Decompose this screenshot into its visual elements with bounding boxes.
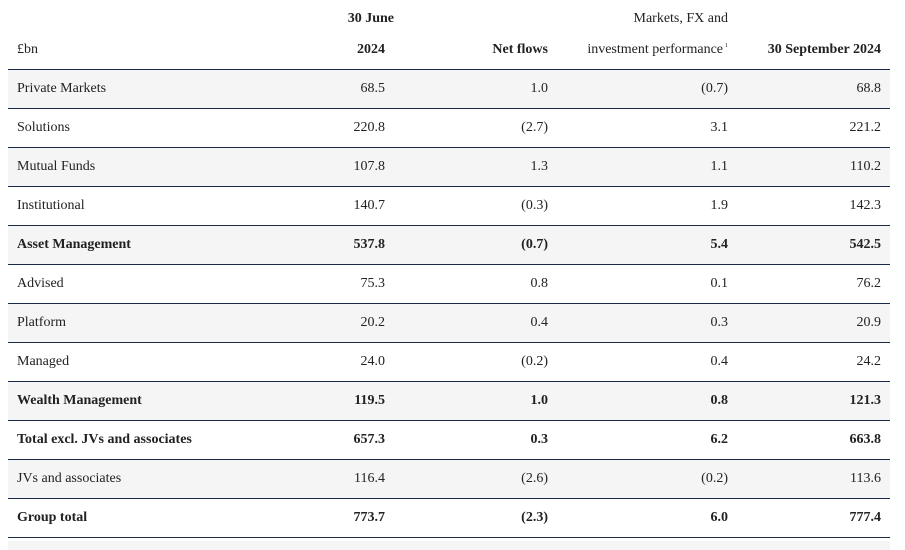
header-row-2: £bn 2024 Net flows investment performanc… (8, 35, 890, 70)
header-markets-performance-text: investment performance (587, 42, 723, 57)
cell-closing: 142.3 (737, 186, 890, 226)
cell-markets-performance: 0.3 (557, 303, 737, 343)
header-markets-performance: investment performance 1 (557, 35, 737, 70)
row-label: JVs and associates (8, 459, 288, 499)
cell-net-flows: (2.6) (394, 459, 557, 499)
table-row: Mutual Funds 107.8 1.3 1.1 110.2 (8, 147, 890, 187)
table-row: Platform 20.2 0.4 0.3 20.9 (8, 303, 890, 343)
table-row: Advised 75.3 0.8 0.1 76.2 (8, 264, 890, 304)
table-row: Private Markets 68.5 1.0 (0.7) 68.8 (8, 69, 890, 109)
row-label: Group total (8, 498, 288, 538)
cell-closing: 110.2 (737, 147, 890, 187)
cell-closing: 68.8 (737, 69, 890, 109)
cell-net-flows: (0.2) (394, 342, 557, 382)
cell-net-flows: (2.3) (394, 498, 557, 538)
cell-opening: 68.5 (288, 69, 394, 109)
row-label: Mutual Funds (8, 147, 288, 187)
cell-closing: 777.4 (737, 498, 890, 538)
cell-closing: 76.2 (737, 264, 890, 304)
cell-opening: 773.7 (288, 498, 394, 538)
cell-opening: 657.3 (288, 420, 394, 460)
cell-markets-performance: (0.7) (557, 69, 737, 109)
aum-flows-table: 30 June Markets, FX and £bn 2024 Net flo… (8, 0, 890, 538)
cell-opening: 116.4 (288, 459, 394, 499)
cell-closing: 221.2 (737, 108, 890, 148)
cell-opening: 220.8 (288, 108, 394, 148)
header-r1-c5 (737, 0, 890, 35)
cell-markets-performance: 0.4 (557, 342, 737, 382)
table-header: 30 June Markets, FX and £bn 2024 Net flo… (8, 0, 890, 70)
cell-closing: 542.5 (737, 225, 890, 265)
cell-opening: 119.5 (288, 381, 394, 421)
header-r1-c1 (8, 0, 288, 35)
cell-closing: 24.2 (737, 342, 890, 382)
cell-markets-performance: 0.1 (557, 264, 737, 304)
cell-net-flows: 1.0 (394, 381, 557, 421)
cell-net-flows: (0.3) (394, 186, 557, 226)
row-label: Solutions (8, 108, 288, 148)
cell-net-flows: 1.3 (394, 147, 557, 187)
cell-net-flows: 0.8 (394, 264, 557, 304)
header-closing-date: 30 September 2024 (737, 35, 890, 70)
cell-net-flows: 1.0 (394, 69, 557, 109)
cell-markets-performance: 3.1 (557, 108, 737, 148)
row-label: Wealth Management (8, 381, 288, 421)
cell-markets-performance: 5.4 (557, 225, 737, 265)
table-row: Wealth Management 119.5 1.0 0.8 121.3 (8, 381, 890, 421)
header-unit-label: £bn (8, 35, 288, 70)
table-body: Private Markets 68.5 1.0 (0.7) 68.8 Solutions… (8, 69, 890, 538)
footnote-marker: 1 (725, 43, 728, 50)
bottom-band (8, 541, 890, 550)
header-row-1: 30 June Markets, FX and (8, 0, 890, 35)
cell-opening: 24.0 (288, 342, 394, 382)
cell-net-flows: (0.7) (394, 225, 557, 265)
cell-markets-performance: 0.8 (557, 381, 737, 421)
row-label: Platform (8, 303, 288, 343)
table-row: Managed 24.0 (0.2) 0.4 24.2 (8, 342, 890, 382)
cell-opening: 107.8 (288, 147, 394, 187)
table-row: Solutions 220.8 (2.7) 3.1 221.2 (8, 108, 890, 148)
table-row: Group total 773.7 (2.3) 6.0 777.4 (8, 498, 890, 538)
header-r1-c4: Markets, FX and (633, 10, 729, 26)
cell-markets-performance: 6.0 (557, 498, 737, 538)
table-row: Institutional 140.7 (0.3) 1.9 142.3 (8, 186, 890, 226)
row-label: Asset Management (8, 225, 288, 265)
cell-opening: 140.7 (288, 186, 394, 226)
cell-closing: 20.9 (737, 303, 890, 343)
row-label: Private Markets (8, 69, 288, 109)
row-label: Total excl. JVs and associates (8, 420, 288, 460)
header-net-flows: Net flows (394, 35, 557, 70)
row-label: Advised (8, 264, 288, 304)
cell-net-flows: 0.4 (394, 303, 557, 343)
cell-net-flows: (2.7) (394, 108, 557, 148)
row-label: Managed (8, 342, 288, 382)
cell-markets-performance: 1.1 (557, 147, 737, 187)
header-r1-c3 (394, 0, 557, 35)
header-r1-c2: 30 June (347, 10, 394, 26)
cell-opening: 537.8 (288, 225, 394, 265)
cell-closing: 663.8 (737, 420, 890, 460)
cell-opening: 20.2 (288, 303, 394, 343)
header-opening-date: 2024 (288, 35, 394, 70)
row-label: Institutional (8, 186, 288, 226)
cell-markets-performance: 6.2 (557, 420, 737, 460)
cell-markets-performance: 1.9 (557, 186, 737, 226)
cell-closing: 121.3 (737, 381, 890, 421)
cell-opening: 75.3 (288, 264, 394, 304)
table-row: JVs and associates 116.4 (2.6) (0.2) 113.6 (8, 459, 890, 499)
cell-net-flows: 0.3 (394, 420, 557, 460)
table-row: Asset Management 537.8 (0.7) 5.4 542.5 (8, 225, 890, 265)
cell-closing: 113.6 (737, 459, 890, 499)
cell-markets-performance: (0.2) (557, 459, 737, 499)
table-row: Total excl. JVs and associates 657.3 0.3 6.… (8, 420, 890, 460)
